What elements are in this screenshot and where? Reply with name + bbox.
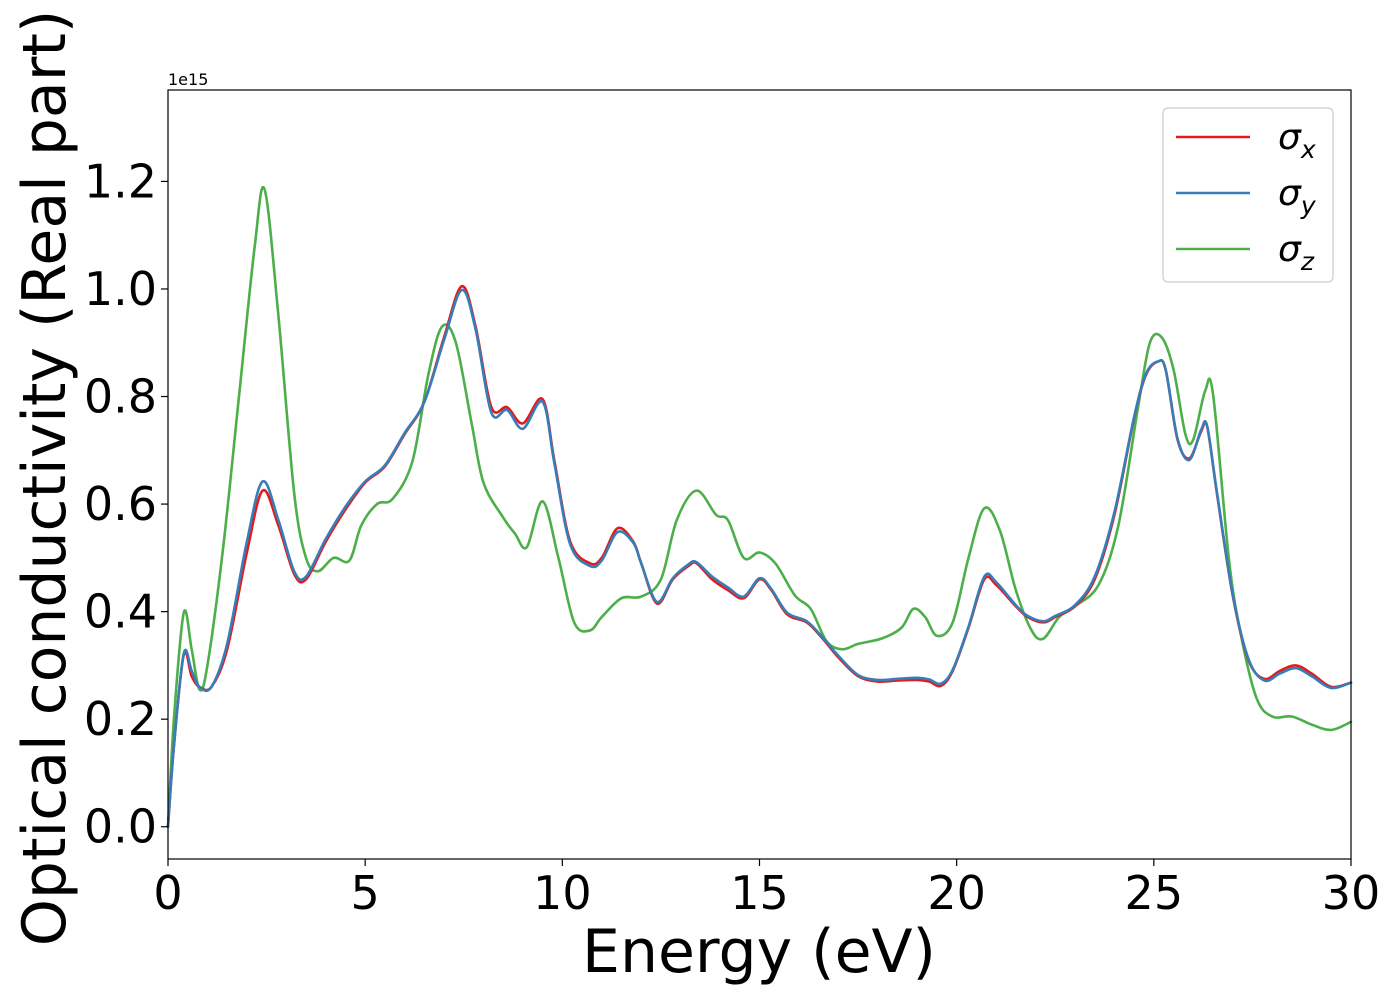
series-line-z [166,185,1353,829]
y-tick-label: 0.2 [84,692,157,746]
y-axis-label: Optical conductivity (Real part) [10,10,80,947]
x-axis: 0 5 10 15 20 25 30 [153,859,1380,920]
y-tick-label: 0.8 [84,370,157,424]
legend-box [1162,107,1334,283]
y-tick-label: 0.6 [84,477,157,531]
legend-label-x: σx [1278,117,1316,164]
x-tick-label: 10 [533,866,592,920]
x-tick-label: 20 [927,866,986,920]
legend-label-subscript: y [1300,191,1317,220]
series-layer [166,185,1353,829]
y-axis: 0.0 0.2 0.4 0.6 0.8 1.0 1.2 [84,154,168,854]
legend-label-subscript: x [1300,135,1316,164]
series-line-y [166,288,1353,829]
legend-label-symbol: σ [1278,229,1302,270]
y-tick-label: 0.0 [84,800,157,854]
x-tick-label: 15 [730,866,789,920]
legend-label-symbol: σ [1278,173,1302,214]
legend-label-symbol: σ [1278,117,1302,158]
x-tick-label: 30 [1322,866,1381,920]
y-tick-label: 1.0 [84,262,157,316]
y-offset-label: 1e15 [168,70,208,89]
y-tick-label: 1.2 [84,154,157,208]
legend-label-y: σy [1278,173,1317,220]
x-tick-label: 25 [1125,866,1184,920]
legend-label-z: σz [1278,229,1315,276]
legend-label-subscript: z [1300,247,1315,276]
x-axis-label: Energy (eV) [582,917,936,987]
x-tick-label: 0 [153,866,182,920]
y-tick-label: 0.4 [84,585,157,639]
x-tick-label: 5 [351,866,380,920]
